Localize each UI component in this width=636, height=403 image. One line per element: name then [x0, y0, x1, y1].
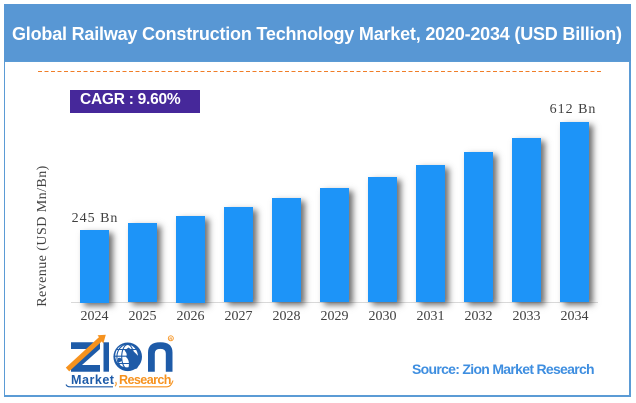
svg-text:Research: Research: [119, 373, 172, 387]
svg-text:Market: Market: [71, 373, 115, 387]
svg-text:R: R: [169, 336, 172, 341]
